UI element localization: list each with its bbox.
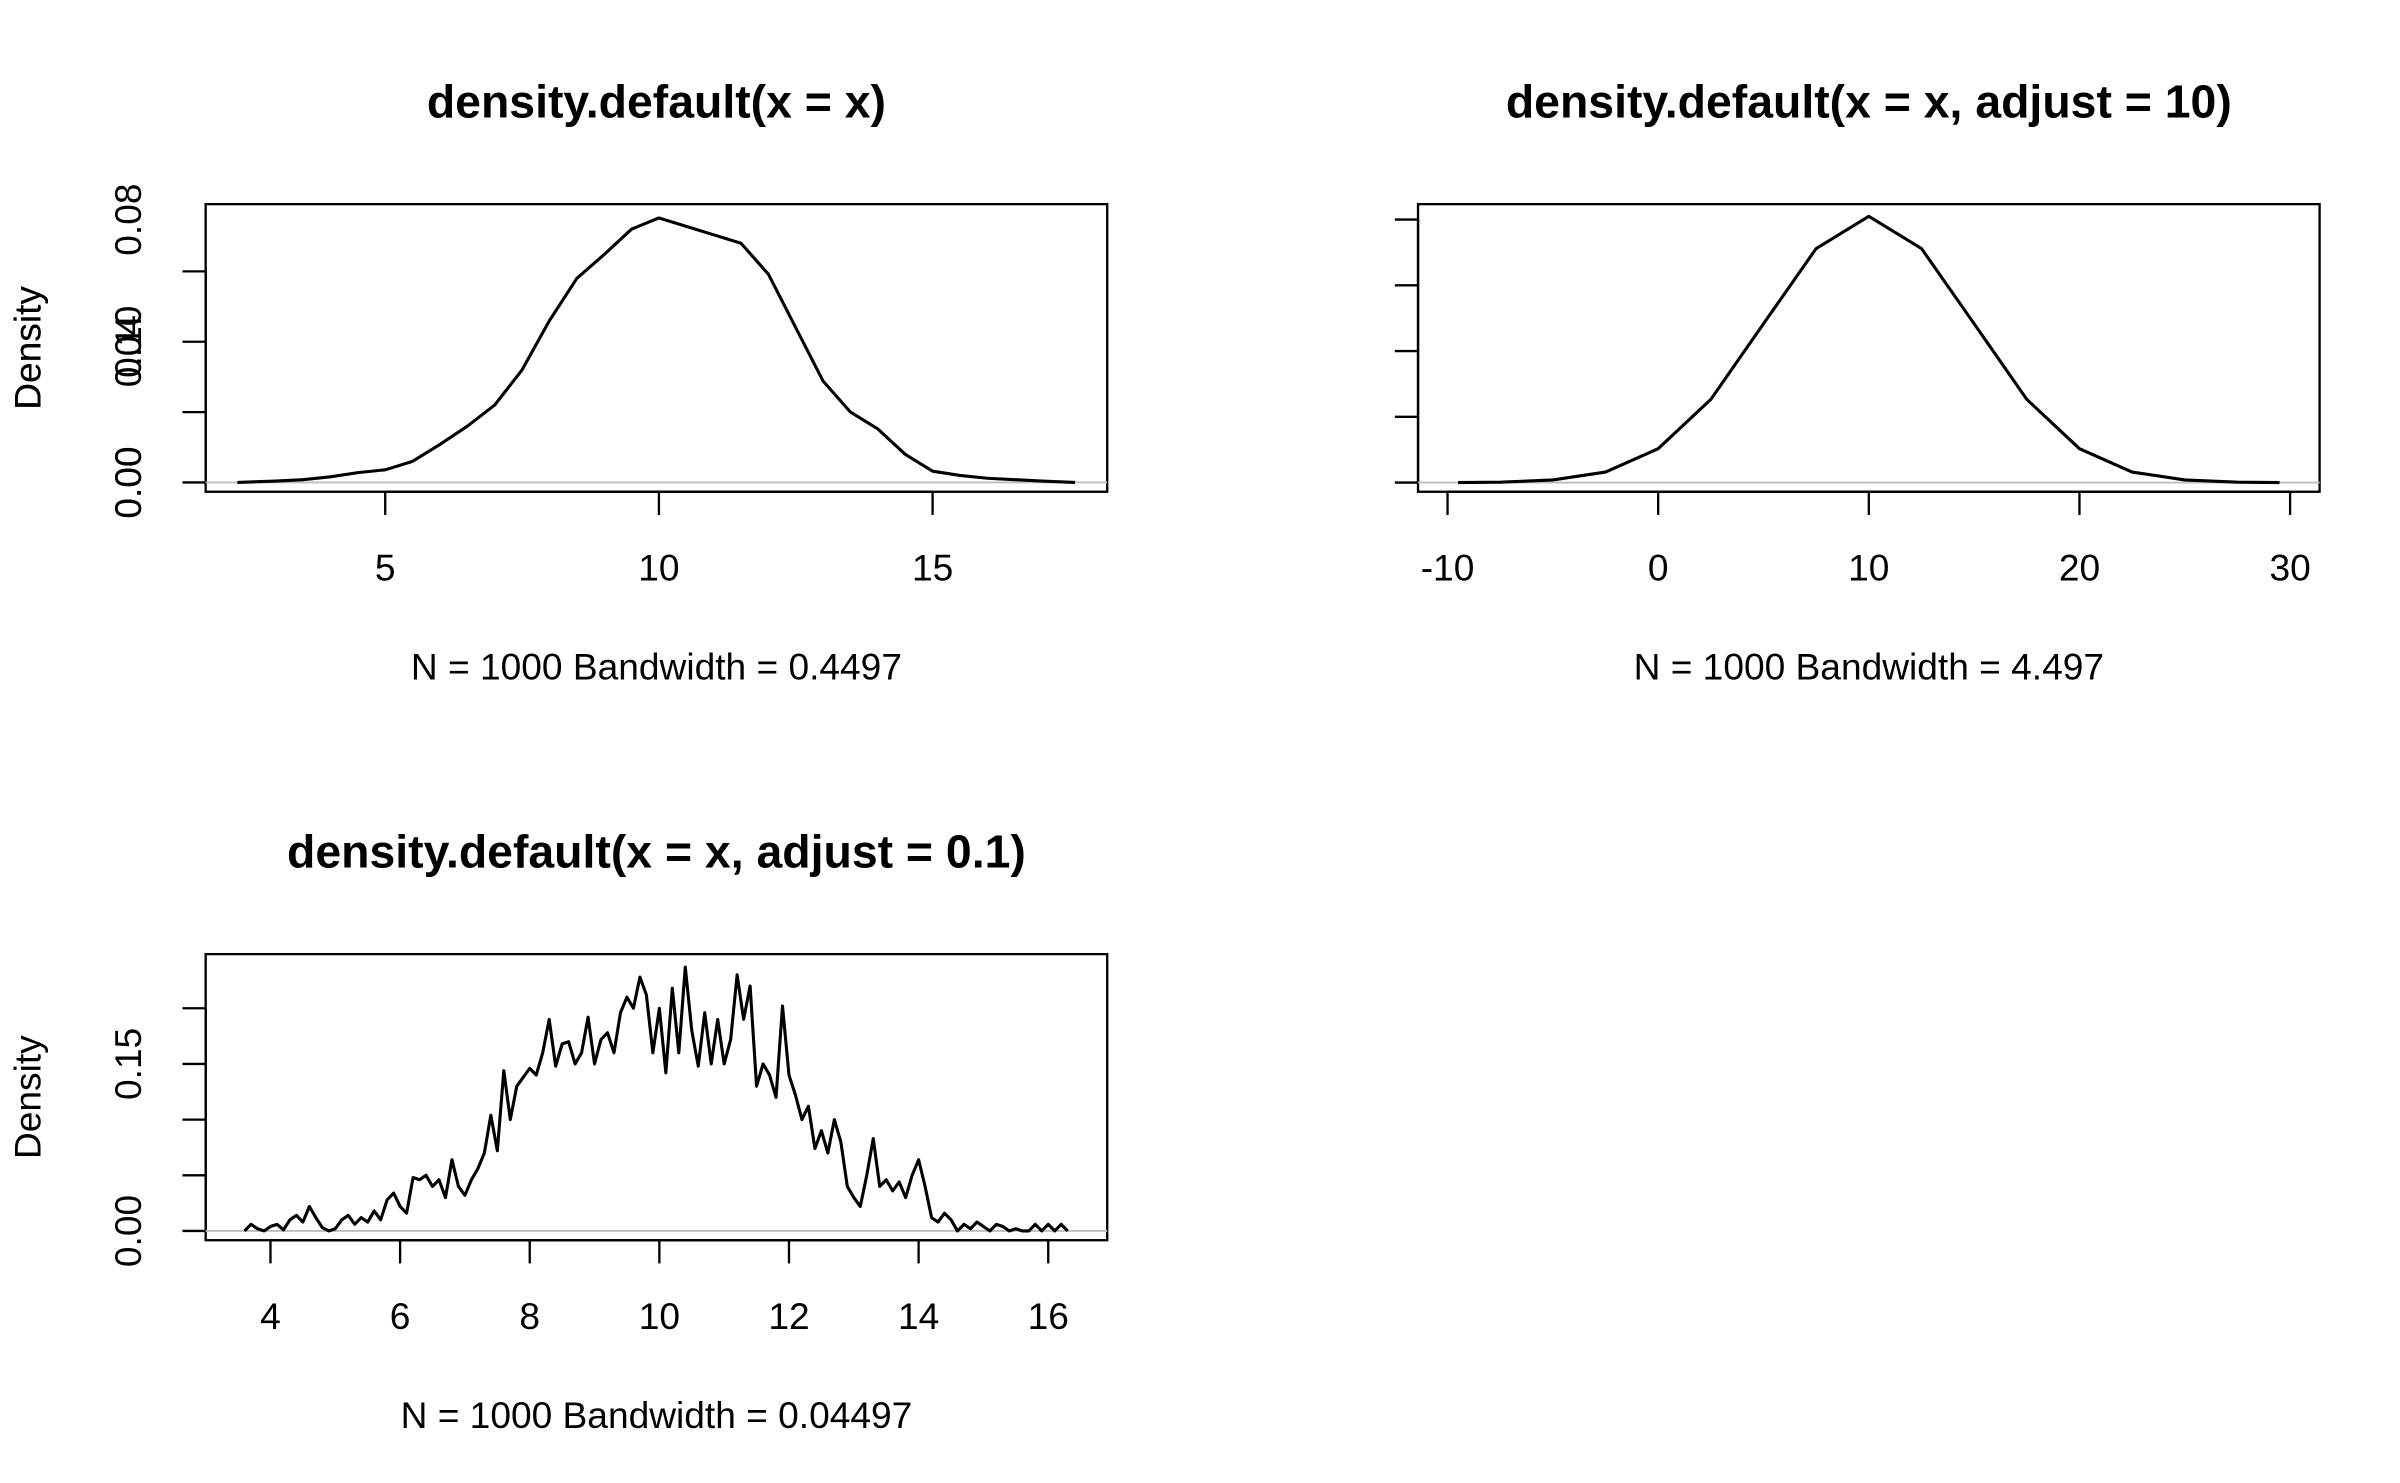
x-tick-label: 20 [2059,546,2100,588]
x-tick-label: 10 [639,1295,680,1337]
x-tick-label: 6 [390,1295,411,1337]
x-axis-label: N = 1000 Bandwidth = 4.497 [1634,645,2104,687]
plot-frame [1416,202,2321,493]
chart-title: density.default(x = x, adjust = 10) [1506,75,2232,127]
y-tick-label: 0.10 [107,306,149,378]
x-axis-label: N = 1000 Bandwidth = 0.04497 [401,1394,913,1436]
chart-title: density.default(x = x) [427,75,886,127]
y-tick-label: 0.15 [107,1028,149,1100]
x-tick-label: 0 [1648,546,1669,588]
y-tick-label: 0.08 [107,183,149,255]
density-line [243,965,1069,1233]
x-tick-label: 10 [1848,546,1889,588]
x-tick-label: 4 [260,1295,281,1337]
x-tick-label: 12 [768,1295,809,1337]
chart-title: density.default(x = x, adjust = 0.1) [287,825,1026,877]
density-line [1458,214,2280,485]
y-tick-label: 0.00 [107,446,149,518]
y-axis-label: Density [7,286,49,410]
y-axis-label: Density [7,286,49,410]
y-tick-label: 0.00 [107,446,149,518]
plot-frame [204,202,1109,493]
x-tick-label: 16 [1028,1295,1069,1337]
x-tick-label: 30 [2269,546,2310,588]
x-tick-label: -10 [1421,546,1475,588]
x-tick-label: 14 [898,1295,939,1337]
x-tick-label: 5 [375,546,396,588]
x-axis-label: N = 1000 Bandwidth = 0.4497 [411,645,902,687]
density-line [237,216,1075,485]
y-tick-label: 0.04 [107,315,149,387]
x-tick-label: 10 [638,546,679,588]
plot-frame [204,952,1109,1242]
x-tick-label: 15 [912,546,953,588]
y-tick-label: 0.00 [107,1195,149,1267]
y-axis-label: Density [7,1035,49,1159]
x-tick-label: 8 [519,1295,540,1337]
